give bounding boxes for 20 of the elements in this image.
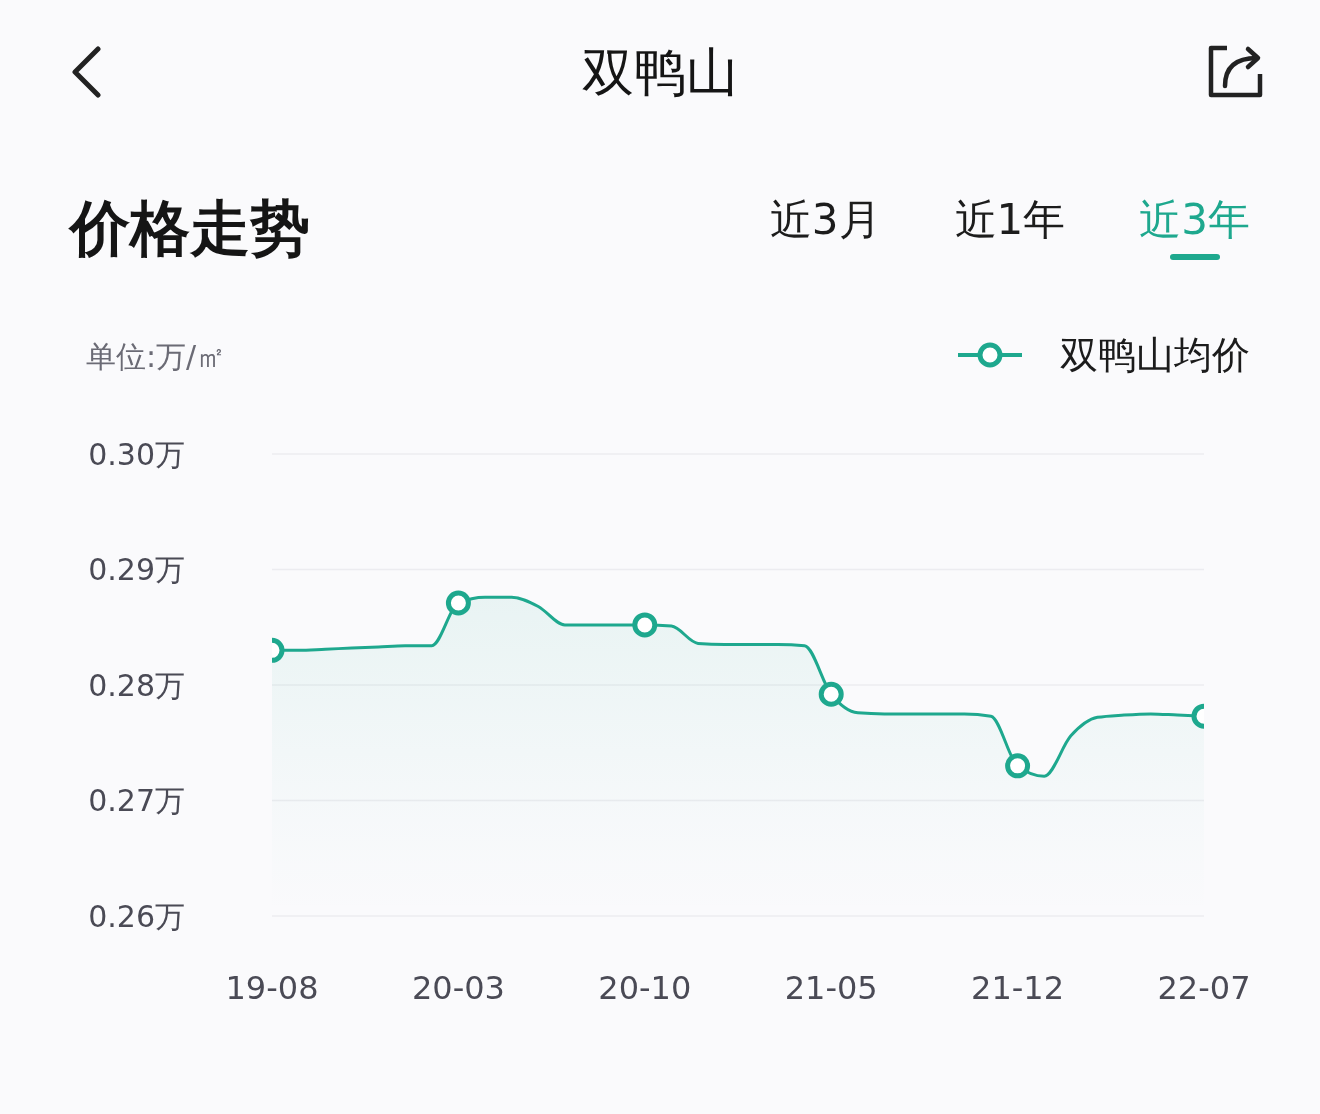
y-tick-label: 0.29万 [88,552,185,587]
y-tick-label: 0.30万 [88,436,185,472]
x-tick-label: 20-03 [411,969,505,1007]
legend-label: 双鸭山均价 [1060,332,1250,379]
chart-title: 双鸭山 [581,41,739,104]
y-tick-label: 0.28万 [88,667,185,703]
y-tick-label: 0.27万 [88,783,185,818]
text: 近1年 [954,195,1066,244]
text: 近3月 [769,195,881,244]
x-tick-label: 19-08 [225,969,319,1007]
chart-subtitle: 价格走势 [70,192,310,265]
x-tick-label: 20-10 [598,969,692,1007]
x-tick-label: 22-07 [1157,969,1251,1007]
point [632,612,658,638]
y-tick-label: 0.26万 [88,898,185,934]
x-tick-label: 21-05 [784,969,878,1007]
x-tick-label: 21-12 [971,969,1065,1007]
y-axis-title: 单位:万/㎡ [86,338,227,376]
text: 近3年 [1139,195,1250,244]
point [818,681,844,707]
